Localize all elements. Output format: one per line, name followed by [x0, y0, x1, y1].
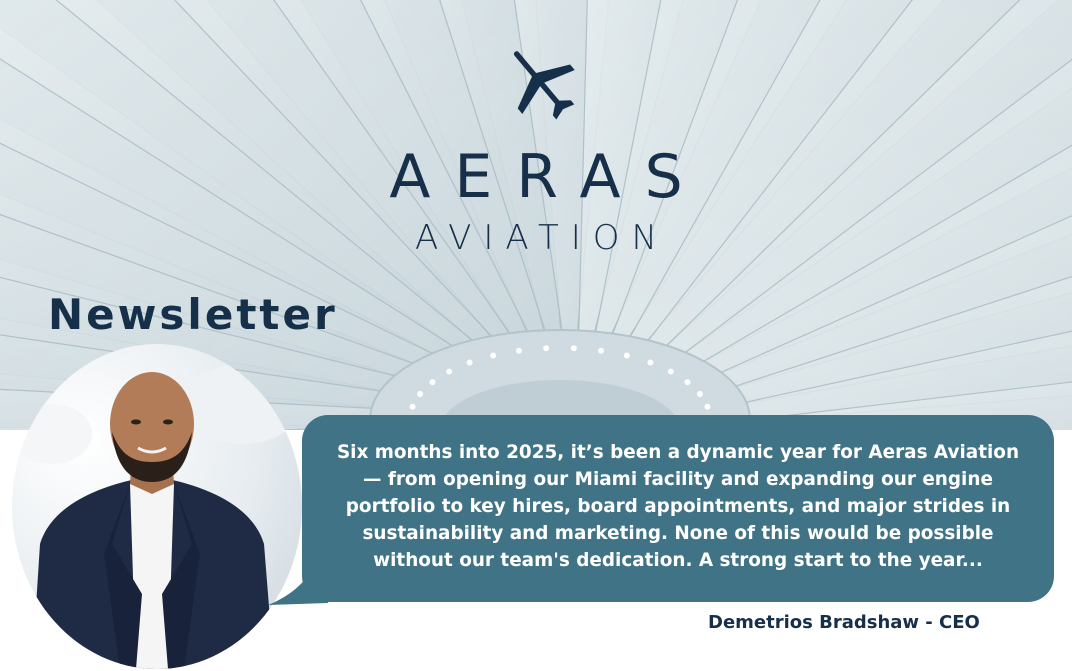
ceo-quote-bubble: Six months into 2025, it’s been a dynami…	[302, 415, 1054, 602]
hub-bolt	[623, 352, 630, 359]
hub-bolt	[684, 379, 691, 386]
brand-name-line2: AVIATION	[415, 218, 669, 258]
hub-bolt	[667, 368, 674, 375]
hub-bolt	[409, 403, 416, 410]
airplane-icon	[496, 38, 586, 128]
ceo-portrait	[12, 344, 302, 669]
ceo-quote-text: Six months into 2025, it’s been a dynami…	[336, 442, 1020, 571]
brand-name-line1: AERAS	[389, 142, 707, 212]
hub-bolt	[446, 368, 453, 375]
hub-bolt	[704, 403, 711, 410]
hub-bolt	[490, 352, 497, 359]
hub-bolt	[543, 345, 550, 352]
hub-bolt	[515, 347, 522, 354]
hub-bolt	[598, 347, 605, 354]
hero-engine-background: AERAS AVIATION	[0, 0, 1072, 430]
section-title: Newsletter	[48, 290, 338, 339]
hub-bolt	[417, 390, 424, 397]
hub-bolt	[429, 379, 436, 386]
hub-bolt	[570, 345, 577, 352]
hub-bolt	[647, 359, 654, 366]
ceo-signature: Demetrios Bradshaw - CEO	[708, 612, 980, 633]
hub-bolt	[696, 390, 703, 397]
hub-bolt	[466, 359, 473, 366]
